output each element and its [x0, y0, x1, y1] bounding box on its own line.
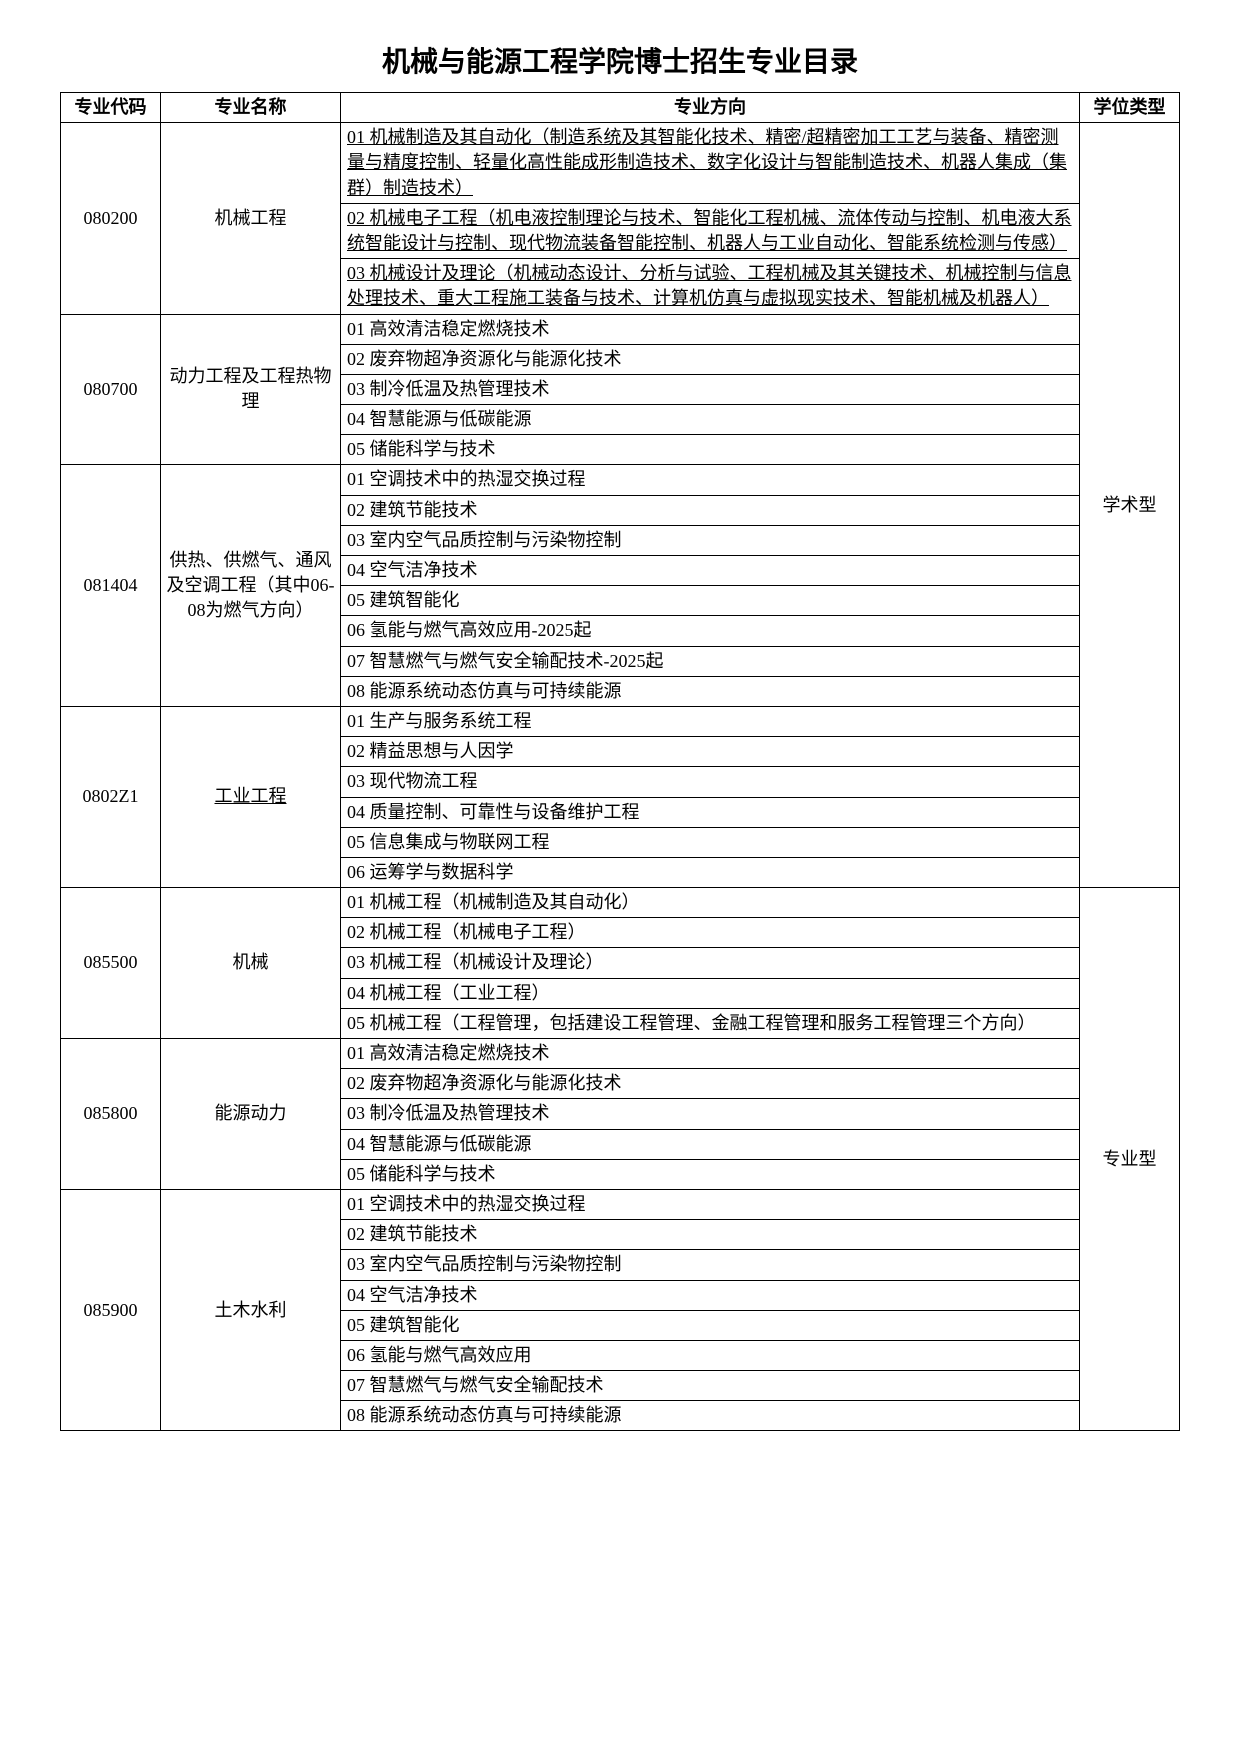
table-row: 080700 动力工程及工程热物理 01 高效清洁稳定燃烧技术 — [61, 314, 1180, 344]
cell-direction: 02 精益思想与人因学 — [341, 737, 1080, 767]
cell-direction: 01 空调技术中的热湿交换过程 — [341, 465, 1080, 495]
cell-direction: 02 建筑节能技术 — [341, 495, 1080, 525]
cell-direction: 05 建筑智能化 — [341, 1310, 1080, 1340]
cell-direction: 01 机械工程（机械制造及其自动化） — [341, 888, 1080, 918]
cell-direction: 02 建筑节能技术 — [341, 1220, 1080, 1250]
cell-direction: 04 智慧能源与低碳能源 — [341, 1129, 1080, 1159]
cell-direction: 02 机械工程（机械电子工程） — [341, 918, 1080, 948]
cell-direction: 03 制冷低温及热管理技术 — [341, 1099, 1080, 1129]
cell-code: 085800 — [61, 1039, 161, 1190]
header-direction: 专业方向 — [341, 93, 1080, 123]
cell-direction: 01 高效清洁稳定燃烧技术 — [341, 1039, 1080, 1069]
cell-name: 供热、供燃气、通风及空调工程（其中06-08为燃气方向） — [161, 465, 341, 707]
cell-direction: 01 高效清洁稳定燃烧技术 — [341, 314, 1080, 344]
cell-direction: 05 信息集成与物联网工程 — [341, 827, 1080, 857]
cell-direction: 05 机械工程（工程管理，包括建设工程管理、金融工程管理和服务工程管理三个方向） — [341, 1008, 1080, 1038]
cell-name: 工业工程 — [161, 706, 341, 887]
cell-direction: 02 废弃物超净资源化与能源化技术 — [341, 1069, 1080, 1099]
cell-direction: 03 机械设计及理论（机械动态设计、分析与试验、工程机械及其关键技术、机械控制与… — [341, 259, 1080, 314]
table-row: 080200 机械工程 01 机械制造及其自动化（制造系统及其智能化技术、精密/… — [61, 123, 1180, 204]
cell-direction: 01 生产与服务系统工程 — [341, 706, 1080, 736]
cell-code: 080700 — [61, 314, 161, 465]
cell-direction: 03 室内空气品质控制与污染物控制 — [341, 525, 1080, 555]
cell-direction: 04 质量控制、可靠性与设备维护工程 — [341, 797, 1080, 827]
cell-code: 085900 — [61, 1189, 161, 1431]
cell-code: 085500 — [61, 888, 161, 1039]
table-header-row: 专业代码 专业名称 专业方向 学位类型 — [61, 93, 1180, 123]
cell-direction: 04 智慧能源与低碳能源 — [341, 405, 1080, 435]
cell-direction: 05 储能科学与技术 — [341, 435, 1080, 465]
cell-direction: 04 机械工程（工业工程） — [341, 978, 1080, 1008]
cell-name: 机械 — [161, 888, 341, 1039]
cell-code: 081404 — [61, 465, 161, 707]
cell-name: 土木水利 — [161, 1189, 341, 1431]
cell-direction: 07 智慧燃气与燃气安全输配技术 — [341, 1371, 1080, 1401]
catalog-table: 专业代码 专业名称 专业方向 学位类型 080200 机械工程 01 机械制造及… — [60, 92, 1180, 1431]
cell-direction: 08 能源系统动态仿真与可持续能源 — [341, 676, 1080, 706]
cell-type-professional: 专业型 — [1080, 888, 1180, 1431]
cell-code: 080200 — [61, 123, 161, 314]
cell-type-academic: 学术型 — [1080, 123, 1180, 888]
cell-direction: 04 空气洁净技术 — [341, 556, 1080, 586]
cell-direction: 03 机械工程（机械设计及理论） — [341, 948, 1080, 978]
header-type: 学位类型 — [1080, 93, 1180, 123]
page-title: 机械与能源工程学院博士招生专业目录 — [60, 40, 1180, 80]
table-row: 081404 供热、供燃气、通风及空调工程（其中06-08为燃气方向） 01 空… — [61, 465, 1180, 495]
table-row: 085800 能源动力 01 高效清洁稳定燃烧技术 — [61, 1039, 1180, 1069]
header-code: 专业代码 — [61, 93, 161, 123]
cell-direction: 05 储能科学与技术 — [341, 1159, 1080, 1189]
cell-direction: 02 机械电子工程（机电液控制理论与技术、智能化工程机械、流体传动与控制、机电液… — [341, 203, 1080, 258]
cell-name: 动力工程及工程热物理 — [161, 314, 341, 465]
cell-direction: 02 废弃物超净资源化与能源化技术 — [341, 344, 1080, 374]
cell-direction: 01 空调技术中的热湿交换过程 — [341, 1189, 1080, 1219]
cell-direction: 06 运筹学与数据科学 — [341, 857, 1080, 887]
header-name: 专业名称 — [161, 93, 341, 123]
cell-direction: 03 室内空气品质控制与污染物控制 — [341, 1250, 1080, 1280]
cell-direction: 06 氢能与燃气高效应用-2025起 — [341, 616, 1080, 646]
table-row: 085500 机械 01 机械工程（机械制造及其自动化） 专业型 — [61, 888, 1180, 918]
cell-direction: 04 空气洁净技术 — [341, 1280, 1080, 1310]
cell-direction: 01 机械制造及其自动化（制造系统及其智能化技术、精密/超精密加工工艺与装备、精… — [341, 123, 1080, 204]
cell-direction: 03 现代物流工程 — [341, 767, 1080, 797]
cell-direction: 05 建筑智能化 — [341, 586, 1080, 616]
cell-name: 能源动力 — [161, 1039, 341, 1190]
table-row: 0802Z1 工业工程 01 生产与服务系统工程 — [61, 706, 1180, 736]
cell-direction: 06 氢能与燃气高效应用 — [341, 1340, 1080, 1370]
table-row: 085900 土木水利 01 空调技术中的热湿交换过程 — [61, 1189, 1180, 1219]
cell-direction: 03 制冷低温及热管理技术 — [341, 374, 1080, 404]
cell-name: 机械工程 — [161, 123, 341, 314]
cell-code: 0802Z1 — [61, 706, 161, 887]
cell-direction: 07 智慧燃气与燃气安全输配技术-2025起 — [341, 646, 1080, 676]
cell-direction: 08 能源系统动态仿真与可持续能源 — [341, 1401, 1080, 1431]
